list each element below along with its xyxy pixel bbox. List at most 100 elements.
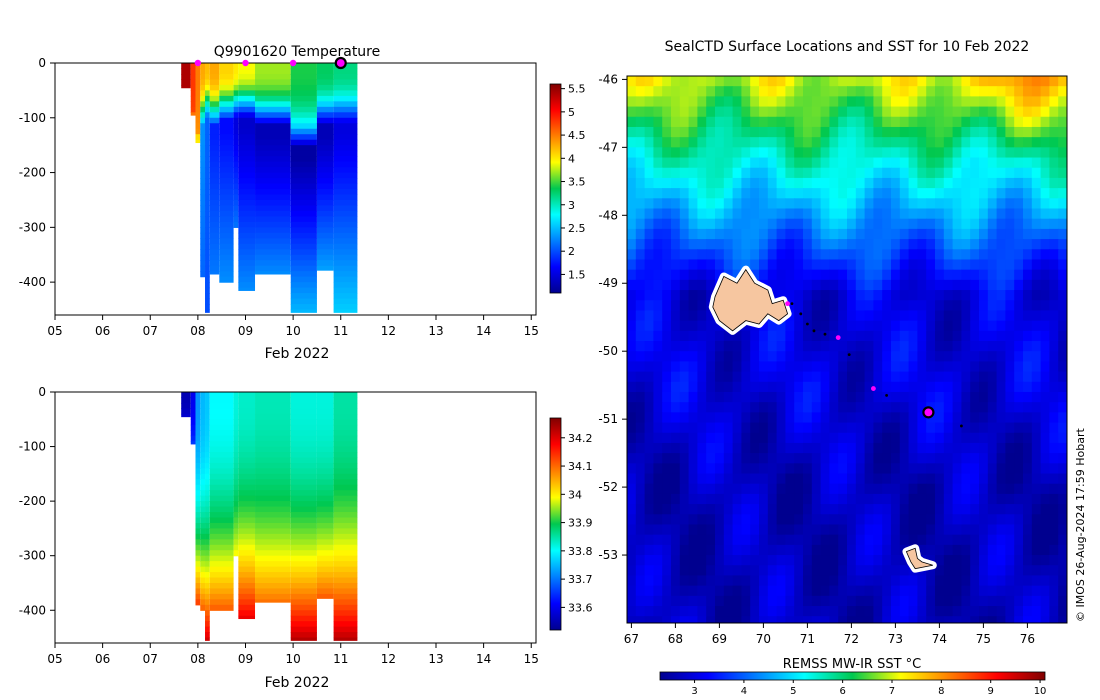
salinity-cell xyxy=(181,392,191,399)
map-x-ticks: 67 68 69 70 71 72 73 74 75 76 xyxy=(624,623,1035,646)
salinity-cell xyxy=(200,572,206,579)
temperature-cell xyxy=(195,73,201,81)
sst-cell xyxy=(970,310,980,322)
sst-cell xyxy=(803,290,813,301)
sst-cell xyxy=(803,341,813,352)
sst-cell xyxy=(653,453,663,464)
sst-cell xyxy=(979,330,989,342)
sst-cell xyxy=(732,106,742,118)
sst-cell xyxy=(847,157,857,169)
sst-cell xyxy=(908,126,918,138)
sst-cell xyxy=(952,310,962,322)
sst-cell xyxy=(1014,177,1024,189)
temperature-cell xyxy=(233,221,239,228)
sst-cell xyxy=(750,361,760,373)
sst-cell xyxy=(891,412,901,424)
sst-cell xyxy=(627,300,637,312)
sst-cell xyxy=(935,126,945,138)
sst-cell xyxy=(943,575,954,587)
sst-cell xyxy=(1005,402,1015,413)
temperature-cell xyxy=(205,134,210,141)
sst-cell xyxy=(635,493,646,505)
sst-cell xyxy=(750,106,760,118)
sst-cell xyxy=(899,453,910,464)
temperature-cell xyxy=(333,183,358,190)
sst-cell xyxy=(935,504,945,515)
sst-cell xyxy=(635,259,646,271)
sst-cell xyxy=(970,463,980,475)
sst-cell xyxy=(635,504,646,515)
temperature-cell xyxy=(219,194,234,201)
salinity-cell xyxy=(290,593,317,600)
sst-cell xyxy=(1058,381,1067,393)
temperature-cell xyxy=(290,79,317,86)
sst-cell xyxy=(820,116,830,128)
salinity-cell xyxy=(290,424,317,431)
salinity-cell xyxy=(205,550,210,557)
sst-cell xyxy=(803,300,813,312)
temperature-cell xyxy=(316,243,334,250)
lat-tick-label: -49 xyxy=(598,276,618,290)
sst-cell xyxy=(1005,391,1015,403)
sst-cell xyxy=(803,555,813,566)
sst-cell xyxy=(952,504,962,515)
sst-cell xyxy=(750,86,760,97)
salinity-cell xyxy=(238,528,256,535)
sst-cell xyxy=(635,616,646,623)
sst-cell xyxy=(688,116,698,128)
sst-cell xyxy=(926,106,936,118)
sst-cell xyxy=(996,279,1006,291)
sst-cell xyxy=(662,86,672,97)
sst-cell xyxy=(1005,422,1015,434)
temperature-cell xyxy=(333,123,358,130)
salinity-cell xyxy=(316,457,334,464)
sst-cell xyxy=(847,555,857,566)
sst-cell xyxy=(829,137,839,148)
sst-cell xyxy=(935,463,945,475)
sst-cell xyxy=(627,585,637,597)
salinity-cell xyxy=(195,490,201,497)
sst-cell xyxy=(987,524,998,536)
sst-cell xyxy=(970,514,980,526)
sst-cell xyxy=(653,116,663,128)
salinity-cell xyxy=(333,452,358,459)
sst-cell xyxy=(706,330,716,342)
sst-cell xyxy=(1049,483,1059,495)
sst-cell xyxy=(776,86,786,97)
sst-cell xyxy=(987,269,998,281)
sst-cell xyxy=(979,524,989,536)
colorbar-tick-label: 34.2 xyxy=(568,432,593,445)
sst-cell xyxy=(943,320,954,332)
salinity-cell xyxy=(238,539,256,546)
sst-cell xyxy=(987,555,998,566)
temperature-cell xyxy=(181,79,191,86)
sst-cell xyxy=(987,96,998,108)
sst-cell xyxy=(899,290,910,301)
sst-cell xyxy=(1040,259,1050,271)
sst-cell xyxy=(838,524,848,536)
sst-cell xyxy=(715,453,725,464)
sst-cell xyxy=(882,402,892,413)
sst-cell xyxy=(1005,106,1015,118)
salinity-cell xyxy=(333,441,358,448)
sst-cell xyxy=(767,320,778,332)
sst-cell xyxy=(741,514,751,526)
temperature-cell xyxy=(290,73,317,81)
sst-cell xyxy=(811,167,822,179)
sst-cell xyxy=(759,106,769,118)
sst-cell xyxy=(715,504,725,515)
sst-cell xyxy=(1031,544,1042,556)
temperature-cell xyxy=(219,145,234,152)
sst-cell xyxy=(996,96,1006,108)
sst-cell xyxy=(635,228,646,240)
sst-cell xyxy=(794,279,804,291)
surface-marker xyxy=(289,59,297,67)
temperature-cell xyxy=(200,221,206,228)
sst-cell xyxy=(908,300,918,312)
sst-cell xyxy=(679,76,690,87)
salinity-cell xyxy=(200,512,206,519)
sst-colorbar-tick-label: 10 xyxy=(1034,686,1047,697)
sst-cell xyxy=(952,555,962,566)
temperature-cell xyxy=(316,178,334,185)
sst-cell xyxy=(935,544,945,556)
